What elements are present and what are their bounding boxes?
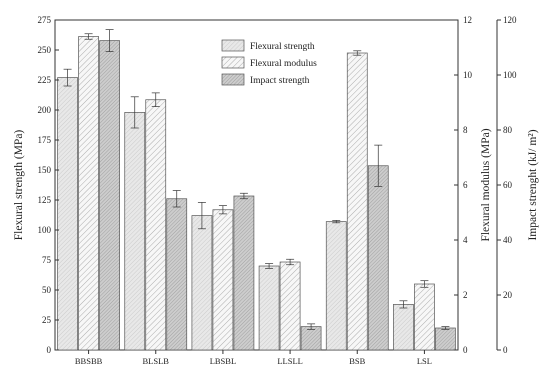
bar-flexural-modulus-bbsbb: [78, 36, 99, 351]
bar-impact-strength-blslb: [166, 198, 188, 351]
bar-flexural-modulus-bsb: [346, 52, 368, 351]
bar-impact-strength-lsl: [435, 327, 456, 351]
bar-impact-strength-llsll: [300, 326, 322, 351]
right-impact-tick-label-0: 0: [503, 345, 508, 355]
bar-flexural-strength-lsl: [393, 304, 414, 351]
left-tick-label-25: 25: [42, 315, 52, 325]
x-tick-label-bbsbb: BBSBB: [75, 356, 103, 366]
right-axis-impact-title: Impact strenght (kJ/ m²): [527, 129, 539, 240]
left-tick-label-50: 50: [42, 285, 52, 295]
right-modulus-tick-label-8: 8: [463, 125, 468, 135]
legend-label-flexural-modulus: Flexural modulus: [250, 59, 317, 69]
bar-flexural-strength-blslb: [124, 112, 146, 351]
right-modulus-tick-label-10: 10: [463, 70, 473, 80]
right-impact-tick-label-60: 60: [503, 180, 513, 190]
x-axis: BBSBB BLSLB LBSBL LLSLL BSB LSL: [75, 350, 432, 366]
right-impact-tick-label-100: 100: [503, 70, 517, 80]
left-tick-label-100: 100: [38, 225, 52, 235]
bar-impact-strength-bbsbb: [99, 40, 120, 351]
legend-label-impact-strength: Impact strength: [250, 76, 310, 86]
right-impact-tick-label-20: 20: [503, 290, 513, 300]
left-tick-label-275: 275: [38, 15, 52, 25]
right-impact-tick-label-80: 80: [503, 125, 513, 135]
right-impact-tick-label-120: 120: [503, 15, 517, 25]
left-axis: 0 25 50 75 100 125 150 175 200 225 250 275: [38, 15, 59, 355]
bars-group: [57, 36, 456, 351]
right-axis-modulus: 0 2 4 6 8 10 12: [454, 15, 473, 355]
x-tick-label-bsb: BSB: [349, 356, 365, 366]
bar-flexural-modulus-lbsbl: [212, 209, 234, 351]
bar-impact-strength-lbsbl: [233, 195, 255, 351]
legend-label-flexural-strength: Flexural strength: [250, 42, 315, 52]
left-tick-label-125: 125: [38, 195, 52, 205]
bar-flexural-strength-bbsbb: [57, 77, 78, 351]
x-tick-label-lbsbl: LBSBL: [210, 356, 236, 366]
right-impact-tick-label-40: 40: [503, 235, 513, 245]
left-tick-label-250: 250: [38, 45, 52, 55]
right-modulus-tick-label-2: 2: [463, 290, 468, 300]
bar-impact-strength-bsb: [367, 165, 389, 351]
bar-flexural-strength-bsb: [325, 221, 347, 351]
right-modulus-tick-label-0: 0: [463, 345, 468, 355]
left-tick-label-200: 200: [38, 105, 52, 115]
right-modulus-tick-label-4: 4: [463, 235, 468, 245]
left-axis-title: Flexural strength (MPa): [13, 130, 25, 241]
right-axis-impact: 0 20 40 60 80 100 120: [496, 15, 517, 355]
right-modulus-tick-label-12: 12: [463, 15, 472, 25]
error-bars-group: [63, 29, 450, 330]
legend-swatch-flexural-strength: [221, 39, 245, 52]
bar-flexural-strength-llsll: [258, 265, 280, 351]
right-axis-modulus-title: Flexural modulus (MPa): [480, 128, 492, 241]
legend: Flexural strength Flexural modulus Impact …: [221, 39, 317, 86]
bar-flexural-modulus-llsll: [279, 261, 301, 351]
bar-flexural-strength-lbsbl: [191, 215, 213, 351]
legend-swatch-flexural-modulus: [221, 56, 245, 69]
x-tick-label-blslb: BLSLB: [143, 356, 170, 366]
x-tick-label-lsl: LSL: [417, 356, 432, 366]
x-tick-label-llsll: LLSLL: [277, 356, 303, 366]
left-tick-label-175: 175: [38, 135, 52, 145]
bar-flexural-modulus-blslb: [145, 99, 167, 351]
bar-flexural-modulus-lsl: [414, 283, 435, 351]
right-modulus-tick-label-6: 6: [463, 180, 468, 190]
left-tick-label-75: 75: [42, 255, 52, 265]
legend-swatch-impact-strength: [221, 73, 245, 86]
left-tick-label-225: 225: [38, 75, 52, 85]
left-tick-label-150: 150: [38, 165, 52, 175]
left-tick-label-0: 0: [47, 345, 52, 355]
